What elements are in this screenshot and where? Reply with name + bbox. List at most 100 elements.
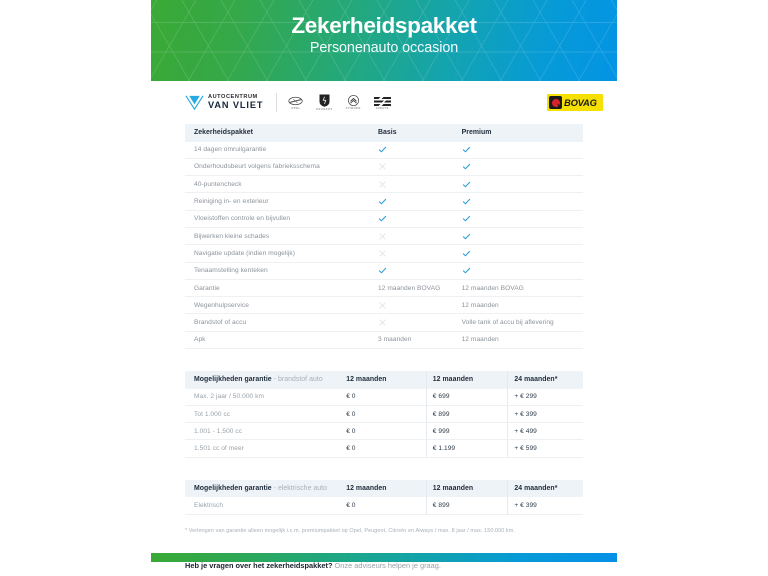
brand-aiways-caption: AIWAYS [375,106,389,110]
page-subtitle: Personenauto occasion [309,40,459,57]
feature-label: Wegenhulpservice [194,301,249,309]
feature-label: 40-puntencheck [194,180,242,188]
fuel-premium-price: € 899 [426,405,508,422]
table-row: Max. 2 jaar / 50.000 km € 0 € 699 + € 299 [185,389,583,406]
fuel-col-basis: 12 maanden [346,371,426,389]
citroen-logo-icon [347,95,359,106]
feature-basis-value [378,314,462,331]
feature-label: Navigatie update (indien mogelijk) [194,249,296,257]
cta-text: Heb je vragen over het zekerheidspakket?… [151,561,617,570]
fuel-col-premium: 12 maanden [425,371,508,389]
feature-premium-value [462,142,583,159]
electric-table-header-row: Mogelijkheden garantie - elektrische aut… [185,479,583,498]
feature-basis-value [378,193,462,210]
check-icon [378,268,387,274]
hero-banner: Zekerheidspakket Personenauto occasion [151,0,617,81]
bovag-mark-icon [549,96,562,109]
fuel-row-label: Tot 1.000 cc [194,410,231,418]
feature-basis-value: 3 maanden [378,336,412,344]
dealer-logo[interactable]: AUTOCENTRUM VAN VLIET [185,94,263,111]
brand-citroen-caption: CITROEN [345,107,361,110]
electric-extra-price: + € 399 [507,497,583,514]
table-row: Vloeistoffen controle en bijvullen [185,210,583,228]
feature-basis-value [378,262,462,279]
feature-basis-value [378,297,462,314]
check-icon [462,250,470,257]
feature-basis-value [378,142,462,159]
cta-question: Heb je vragen over het zekerheidspakket? [185,560,333,570]
brand-peugeot: PEUGEOT [316,94,332,111]
check-icon [378,198,387,205]
electric-table-wrap: Mogelijkheden garantie - elektrische aut… [151,479,617,515]
brand-logos: OPEL PEUGEOT CITROEN [288,94,391,111]
table-row: 14 dagen omruilgarantie [185,142,583,159]
cross-icon [379,319,386,326]
feature-label: Reiniging in- en exterieur [194,198,269,206]
table-row: Garantie 12 maanden BOVAG 12 maanden BOVAG [185,279,583,297]
fuel-premium-price: € 699 [426,389,508,406]
cross-icon [379,163,386,171]
fuel-basis-price: € 0 [346,427,356,435]
features-table: Zekerheidspakket Basis Premium 14 dagen … [185,124,583,349]
brand-citroen: CITROEN [346,95,361,110]
feature-basis-value [378,210,462,227]
bovag-label: BOVAG [564,97,597,108]
table-row: 40-puntencheck [185,176,583,193]
brand-aiways: AIWAYS [373,96,391,110]
fuel-warranty-table: Mogelijkheden garantie - brandstof auto … [185,371,583,458]
table-row: Reiniging in- en exterieur [185,193,583,211]
electric-col-title-sub: - elektrische auto [273,485,328,492]
cross-icon [379,302,386,309]
table-row: 1.501 cc of meer € 0 € 1.199 + € 599 [185,440,583,458]
feature-basis-value [378,245,462,262]
fuel-basis-price: € 0 [346,393,356,401]
aiways-logo-icon [373,96,391,106]
features-table-header-row: Zekerheidspakket Basis Premium [185,124,583,142]
cross-icon [379,181,386,188]
check-icon [462,164,470,170]
feature-label: Garantie [194,284,220,292]
fuel-col-extra: 24 maanden* [507,371,583,389]
feature-premium-value [462,210,583,227]
feature-label: Tenaamstelling kenteken [194,267,268,275]
fuel-extra-price: + € 399 [507,405,583,422]
features-table-body: 14 dagen omruilgarantie Onderhoudsbeurt v… [185,142,583,349]
feature-label: Brandstof of accu [194,319,247,327]
check-icon [462,233,470,239]
feature-label: Vloeistoffen controle en bijvullen [194,215,291,223]
electric-col-title: Mogelijkheden garantie - elektrische aut… [185,479,347,498]
electric-col-extra: 24 maanden* [507,479,583,498]
electric-row-label: Elektrisch [194,501,224,509]
fuel-extra-price: + € 299 [507,389,583,406]
electric-premium-price: € 899 [426,497,508,514]
check-icon [462,268,470,274]
fuel-extra-price: + € 499 [507,423,583,440]
opel-logo-icon [288,96,303,105]
features-table-wrap: Zekerheidspakket Basis Premium 14 dagen … [151,124,617,349]
feature-basis-value [378,176,462,193]
table-row: Apk 3 maanden 12 maanden [185,331,583,349]
fuel-row-label: 1.001 - 1.500 cc [194,427,243,435]
table-row: Onderhoudsbeurt volgens fabrieksschema [185,158,583,176]
fuel-table-wrap: Mogelijkheden garantie - brandstof auto … [151,371,617,458]
dealer-name-bottom: VAN VLIET [208,100,264,111]
features-col-premium: Premium [461,124,583,142]
fuel-premium-price: € 999 [426,423,508,440]
fuel-premium-price: € 1.199 [426,440,508,457]
electric-basis-price: € 0 [346,501,356,509]
fuel-table-body: Max. 2 jaar / 50.000 km € 0 € 699 + € 299 To… [185,389,583,458]
electric-col-basis: 12 maanden [346,479,426,498]
features-col-feature: Zekerheidspakket [185,124,379,142]
electric-col-premium: 12 maanden [425,479,508,498]
brand-peugeot-caption: PEUGEOT [316,108,333,111]
cross-icon [379,250,386,257]
feature-premium-value: Volle tank of accu bij aflevering [461,319,554,327]
feature-premium-value [462,176,583,193]
feature-label: Apk [194,336,206,344]
fuel-row-label: 1.501 cc of meer [194,445,244,453]
feature-premium-value [462,193,583,210]
triangle-pattern-overlay [151,0,617,81]
fuel-col-title-sub: - brandstof auto [273,376,323,384]
check-icon [462,216,470,222]
